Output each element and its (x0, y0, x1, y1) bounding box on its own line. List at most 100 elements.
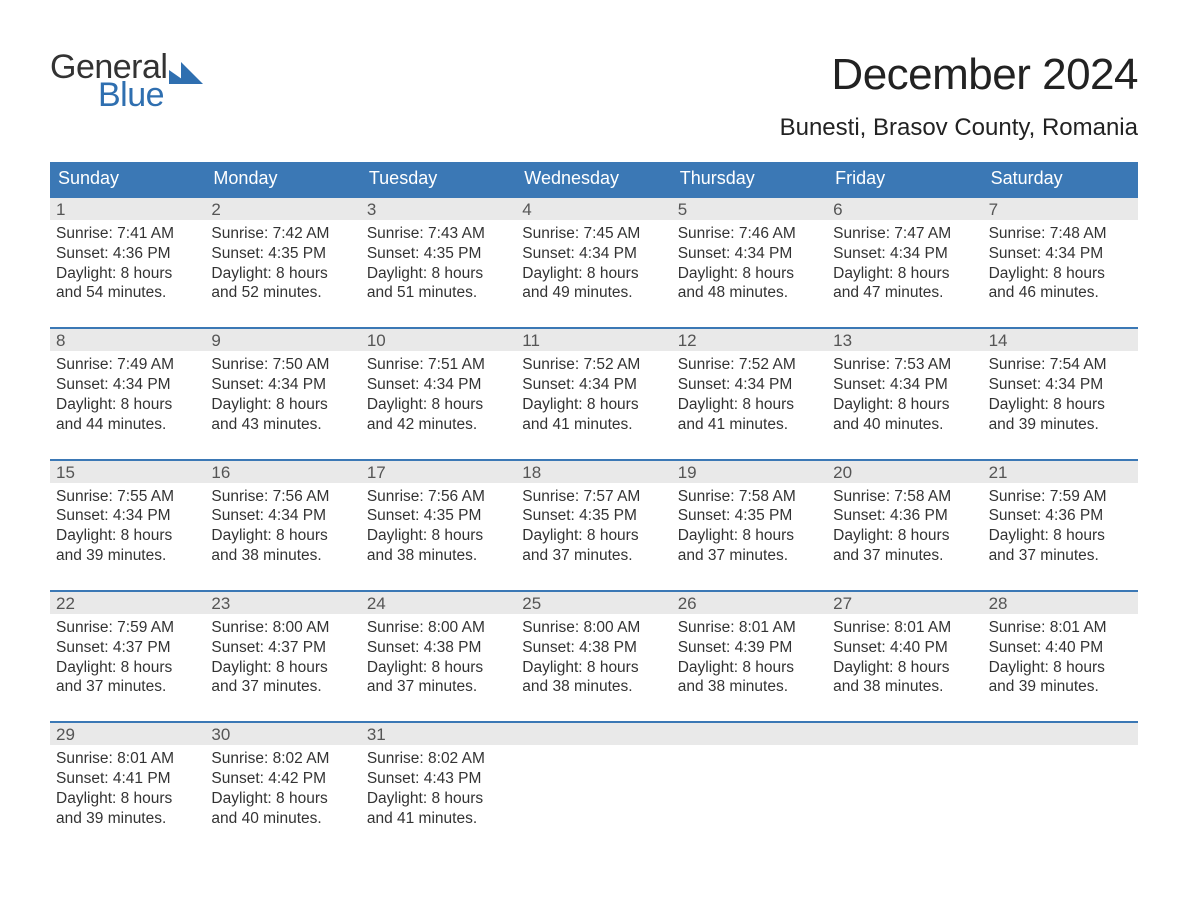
weekday-col: Saturday (983, 162, 1138, 196)
day-number: 29 (50, 723, 205, 745)
day-line: Sunset: 4:34 PM (367, 375, 510, 395)
day-number: 3 (361, 198, 516, 220)
day-line: Daylight: 8 hours (522, 264, 665, 284)
day-line: and 38 minutes. (678, 677, 821, 697)
location-subtitle: Bunesti, Brasov County, Romania (780, 114, 1138, 142)
day-line: and 39 minutes. (56, 809, 199, 829)
day-line: and 37 minutes. (56, 677, 199, 697)
day-number (983, 723, 1138, 745)
day-line: Sunset: 4:34 PM (56, 375, 199, 395)
day-line: Sunset: 4:42 PM (211, 769, 354, 789)
day-line: Sunrise: 8:02 AM (211, 749, 354, 769)
day-cell: Sunrise: 7:46 AMSunset: 4:34 PMDaylight:… (672, 220, 827, 305)
day-number: 4 (516, 198, 671, 220)
day-line: Sunset: 4:34 PM (989, 375, 1132, 395)
day-line: and 46 minutes. (989, 283, 1132, 303)
day-cell: Sunrise: 8:02 AMSunset: 4:42 PMDaylight:… (205, 745, 360, 830)
day-cell: Sunrise: 8:00 AMSunset: 4:37 PMDaylight:… (205, 614, 360, 699)
day-cell (516, 745, 671, 830)
day-line: Daylight: 8 hours (56, 789, 199, 809)
day-cell: Sunrise: 8:01 AMSunset: 4:40 PMDaylight:… (827, 614, 982, 699)
day-cell: Sunrise: 7:52 AMSunset: 4:34 PMDaylight:… (516, 351, 671, 436)
day-line: Sunrise: 7:56 AM (211, 487, 354, 507)
day-line: Sunset: 4:38 PM (522, 638, 665, 658)
day-line: Sunrise: 8:00 AM (522, 618, 665, 638)
day-cell: Sunrise: 7:51 AMSunset: 4:34 PMDaylight:… (361, 351, 516, 436)
day-line: Sunset: 4:40 PM (989, 638, 1132, 658)
day-cell: Sunrise: 7:45 AMSunset: 4:34 PMDaylight:… (516, 220, 671, 305)
day-line: Daylight: 8 hours (211, 658, 354, 678)
day-line: and 41 minutes. (522, 415, 665, 435)
day-number: 21 (983, 461, 1138, 483)
day-line: and 51 minutes. (367, 283, 510, 303)
day-line: Daylight: 8 hours (989, 395, 1132, 415)
calendar-week: 15161718192021Sunrise: 7:55 AMSunset: 4:… (50, 459, 1138, 568)
day-line: Sunset: 4:34 PM (678, 375, 821, 395)
day-number: 11 (516, 329, 671, 351)
day-number: 24 (361, 592, 516, 614)
day-line: and 41 minutes. (678, 415, 821, 435)
day-line: Sunset: 4:35 PM (211, 244, 354, 264)
daynum-row: 891011121314 (50, 329, 1138, 351)
weekday-col: Thursday (672, 162, 827, 196)
day-cell: Sunrise: 7:55 AMSunset: 4:34 PMDaylight:… (50, 483, 205, 568)
calendar-week: 293031Sunrise: 8:01 AMSunset: 4:41 PMDay… (50, 721, 1138, 830)
day-line: Sunset: 4:36 PM (989, 506, 1132, 526)
day-line: Sunset: 4:34 PM (211, 506, 354, 526)
day-line: Sunrise: 7:51 AM (367, 355, 510, 375)
daynum-row: 15161718192021 (50, 461, 1138, 483)
day-cell: Sunrise: 7:59 AMSunset: 4:37 PMDaylight:… (50, 614, 205, 699)
day-line: and 37 minutes. (989, 546, 1132, 566)
weekday-col: Friday (827, 162, 982, 196)
day-line: and 37 minutes. (833, 546, 976, 566)
day-number: 9 (205, 329, 360, 351)
day-number: 22 (50, 592, 205, 614)
day-number: 7 (983, 198, 1138, 220)
day-cell: Sunrise: 8:02 AMSunset: 4:43 PMDaylight:… (361, 745, 516, 830)
day-line: Sunset: 4:34 PM (522, 375, 665, 395)
day-line: and 37 minutes. (522, 546, 665, 566)
day-line: Daylight: 8 hours (678, 658, 821, 678)
day-number: 25 (516, 592, 671, 614)
day-line: Daylight: 8 hours (367, 395, 510, 415)
day-line: Sunrise: 7:45 AM (522, 224, 665, 244)
day-cell: Sunrise: 7:58 AMSunset: 4:35 PMDaylight:… (672, 483, 827, 568)
day-line: Sunset: 4:34 PM (56, 506, 199, 526)
day-line: and 54 minutes. (56, 283, 199, 303)
day-line: and 47 minutes. (833, 283, 976, 303)
day-line: Sunrise: 7:46 AM (678, 224, 821, 244)
day-line: Sunrise: 7:52 AM (678, 355, 821, 375)
day-line: Sunrise: 8:02 AM (367, 749, 510, 769)
day-line: Sunset: 4:36 PM (833, 506, 976, 526)
day-cell: Sunrise: 7:42 AMSunset: 4:35 PMDaylight:… (205, 220, 360, 305)
day-number: 23 (205, 592, 360, 614)
day-line: Sunrise: 7:54 AM (989, 355, 1132, 375)
day-number: 5 (672, 198, 827, 220)
day-number (516, 723, 671, 745)
weekday-col: Sunday (50, 162, 205, 196)
day-line: Daylight: 8 hours (56, 526, 199, 546)
logo: General Blue (50, 50, 203, 112)
day-number: 28 (983, 592, 1138, 614)
day-line: and 49 minutes. (522, 283, 665, 303)
day-number: 10 (361, 329, 516, 351)
day-line: Daylight: 8 hours (522, 658, 665, 678)
day-line: Sunrise: 7:48 AM (989, 224, 1132, 244)
day-cell (983, 745, 1138, 830)
day-cell: Sunrise: 7:49 AMSunset: 4:34 PMDaylight:… (50, 351, 205, 436)
day-line: Sunrise: 7:53 AM (833, 355, 976, 375)
day-line: Sunset: 4:34 PM (989, 244, 1132, 264)
day-line: Daylight: 8 hours (56, 658, 199, 678)
day-cell: Sunrise: 8:00 AMSunset: 4:38 PMDaylight:… (516, 614, 671, 699)
calendar-week: 1234567Sunrise: 7:41 AMSunset: 4:36 PMDa… (50, 196, 1138, 305)
day-line: Daylight: 8 hours (522, 526, 665, 546)
daynum-row: 22232425262728 (50, 592, 1138, 614)
day-cell: Sunrise: 8:01 AMSunset: 4:41 PMDaylight:… (50, 745, 205, 830)
day-line: and 43 minutes. (211, 415, 354, 435)
day-line: Sunrise: 8:00 AM (367, 618, 510, 638)
day-line: Sunrise: 7:59 AM (989, 487, 1132, 507)
day-line: Sunrise: 7:43 AM (367, 224, 510, 244)
day-line: Sunset: 4:36 PM (56, 244, 199, 264)
day-line: Sunrise: 8:01 AM (56, 749, 199, 769)
day-line: Sunset: 4:38 PM (367, 638, 510, 658)
